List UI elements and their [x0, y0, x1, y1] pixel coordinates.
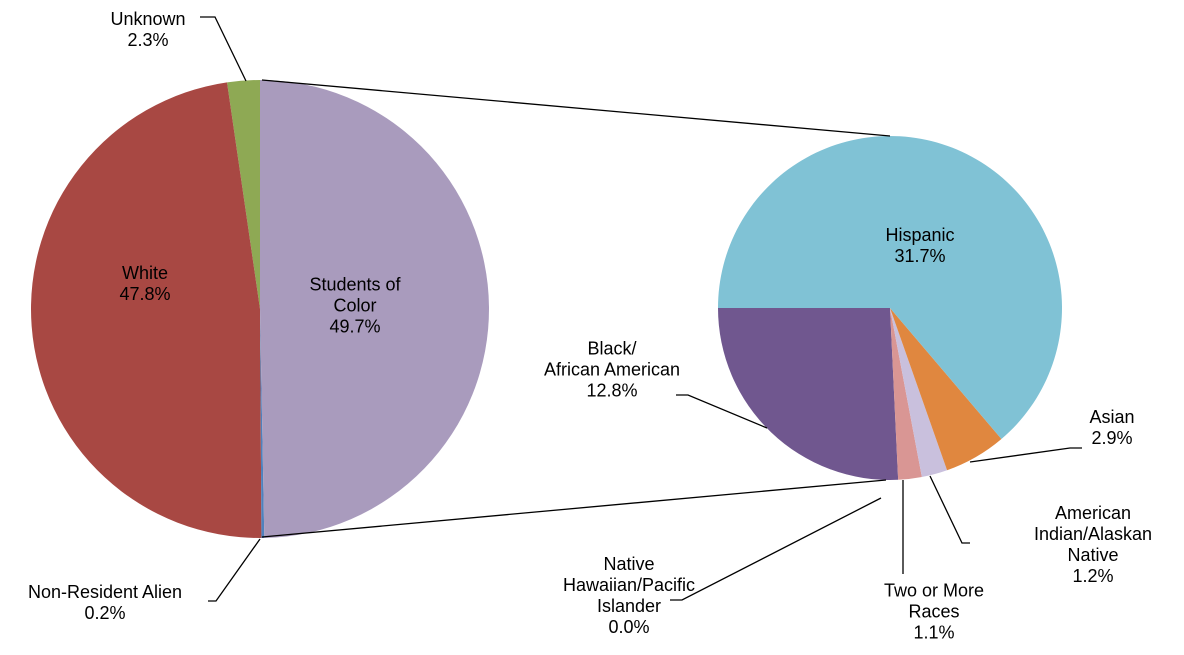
leader-line — [208, 538, 261, 602]
slice-label: Asian 2.9% — [1089, 407, 1134, 449]
slice-label: Unknown 2.3% — [110, 9, 185, 51]
slice-label: White 47.8% — [119, 263, 170, 305]
category: Non-Resident Alien — [27, 582, 183, 602]
value-label: 1.1% — [913, 622, 955, 643]
value-label: 0.0% — [608, 617, 650, 637]
pie-slice — [890, 308, 1002, 471]
value-label: 2.9% — [1091, 428, 1133, 448]
pie-slice — [260, 80, 490, 538]
value-label: 49.7% — [329, 316, 381, 337]
category: Two or More Races — [883, 580, 985, 622]
pie-slice — [718, 308, 899, 480]
pie-slice — [260, 309, 265, 538]
category: Black/ African American — [543, 338, 681, 380]
category: White — [121, 263, 169, 283]
value-label: 31.7% — [894, 246, 946, 266]
slice-label: Black/ African American 12.8% — [544, 339, 680, 402]
pie-slice — [227, 80, 260, 309]
pie-slice — [31, 82, 262, 538]
leader-line — [929, 475, 970, 544]
leader-line — [200, 16, 247, 82]
pie-slice — [718, 136, 1062, 440]
category: Students of Color — [309, 274, 401, 316]
pie-slice — [890, 308, 922, 480]
value-label: 47.8% — [119, 284, 171, 304]
slice-label: American Indian/Alaskan Native 1.2% — [1034, 503, 1152, 587]
connector-line — [261, 479, 887, 538]
value-label: 2.3% — [127, 30, 169, 50]
category: Hispanic — [885, 225, 955, 245]
slice-label: Hispanic 31.7% — [885, 225, 954, 267]
value-label: 0.2% — [84, 603, 126, 623]
category: Asian — [1089, 407, 1135, 427]
pie-slice — [890, 308, 948, 478]
slice-label: Non-Resident Alien 0.2% — [28, 582, 182, 624]
leader-line — [670, 497, 882, 601]
leader-line — [676, 394, 768, 429]
slice-label: Two or More Races 1.1% — [884, 581, 984, 644]
value-label: 1.2% — [1072, 566, 1114, 586]
connector-line — [261, 79, 891, 137]
category: Native Hawaiian/Pacific Islander — [562, 554, 696, 616]
slice-label: Native Hawaiian/Pacific Islander 0.0% — [563, 554, 695, 638]
category: American Indian/Alaskan Native — [1033, 503, 1153, 565]
category: Unknown — [110, 9, 186, 29]
value-label: 12.8% — [586, 380, 638, 401]
leader-line — [969, 447, 1082, 463]
slice-label: Students of Color 49.7% — [309, 275, 400, 338]
